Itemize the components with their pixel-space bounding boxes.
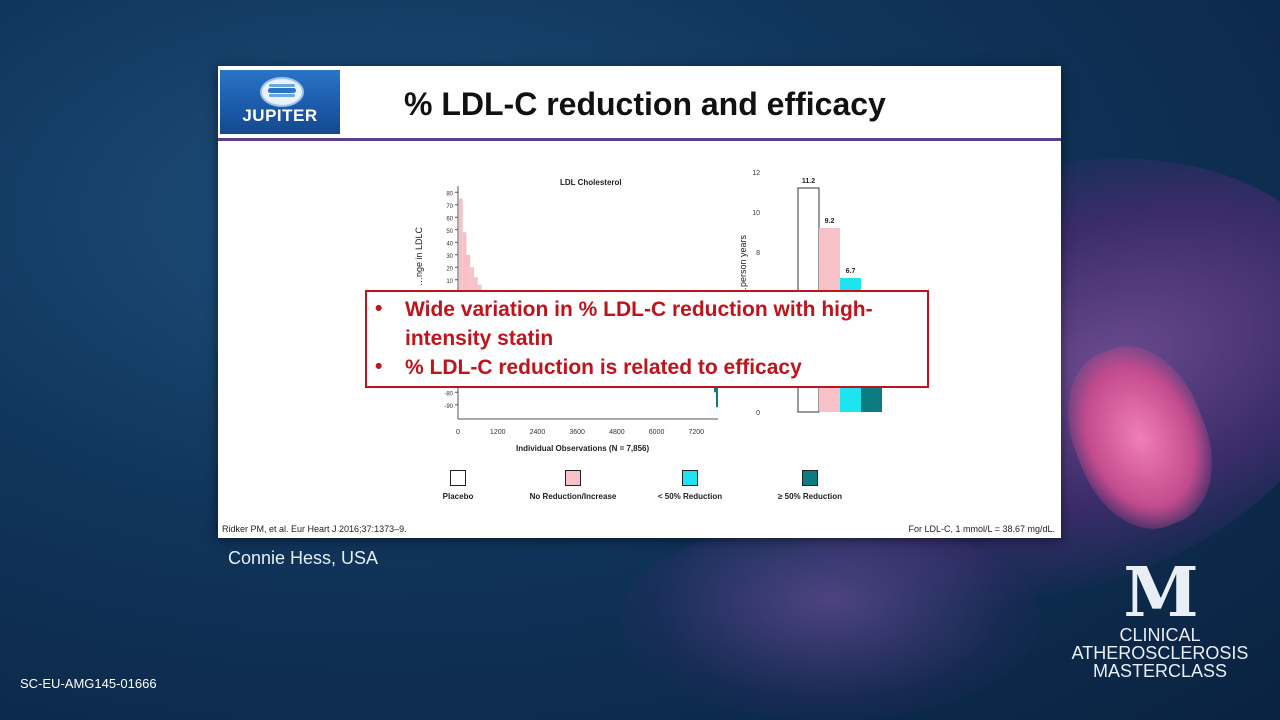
background-cells-art: [620, 520, 1040, 720]
bar-value-label: 9.2: [825, 218, 835, 225]
legend-item-over-50: ≥ 50% Reduction: [765, 470, 855, 501]
brand-mark: M: [1123, 553, 1198, 633]
legend-label: No Reduction/Increase: [529, 492, 617, 501]
brand-line-3: MASTERCLASS: [1092, 661, 1228, 681]
waterfall-bar: [470, 267, 474, 293]
waterfall-bar: [474, 277, 478, 293]
x-tick-label: 2400: [530, 429, 546, 436]
waterfall-bar: [462, 232, 467, 293]
y-tick-label: 20: [446, 266, 453, 272]
legend-item-under-50: < 50% Reduction: [650, 470, 730, 501]
document-code: SC-EU-AMG145-01666: [20, 676, 157, 691]
y-tick-label: 70: [446, 204, 453, 210]
y-tick-label: 60: [446, 216, 453, 222]
waterfall-bar: [459, 198, 463, 293]
legend-label: Placebo: [442, 492, 474, 501]
legend-swatch: [450, 470, 466, 486]
callout-box: • Wide variation in % LDL-C reduction wi…: [365, 290, 929, 388]
slide-title: % LDL-C reduction and efficacy: [404, 86, 886, 122]
legend-label: < 50% Reduction: [657, 492, 723, 501]
legend-swatch: [682, 470, 698, 486]
legend-item-no-reduction: No Reduction/Increase: [523, 470, 623, 501]
brand-line-1: CLINICAL: [1119, 625, 1201, 645]
y-tick-label: 80: [446, 191, 453, 197]
title-divider: [218, 138, 1061, 141]
y-tick-label: -90: [444, 404, 453, 410]
x-tick-label: 3600: [569, 429, 585, 436]
x-tick-label: 7200: [689, 429, 705, 436]
legend-swatch: [565, 470, 581, 486]
x-tick-label: 4800: [609, 429, 625, 436]
waterfall-bar: [466, 254, 471, 293]
y-tick-label: 40: [446, 241, 453, 247]
legend-label: ≥ 50% Reduction: [778, 492, 842, 501]
bar-value-label: 6.7: [846, 268, 856, 275]
x-tick-label: 0: [456, 429, 460, 436]
y-tick-label: -80: [444, 391, 453, 397]
legend-item-placebo: Placebo: [433, 470, 483, 501]
jupiter-emblem-icon: [260, 77, 304, 107]
jupiter-logo: JUPITER: [220, 70, 340, 134]
footnote: For LDL-C, 1 mmol/L = 38.67 mg/dL.: [908, 524, 1055, 534]
y-tick-label: 10: [752, 210, 760, 217]
y-tick-label: 30: [446, 254, 453, 260]
bullet-marker: •: [375, 297, 383, 320]
y-tick-label: 12: [752, 170, 760, 177]
bullet-marker: •: [375, 355, 383, 378]
chart-title: LDL Cholesterol: [560, 178, 622, 187]
callout-bullet-1: Wide variation in % LDL-C reduction with…: [405, 298, 873, 350]
y-tick-label: 50: [446, 229, 453, 235]
x-tick-label: 1200: [490, 429, 506, 436]
presenter-name: Connie Hess, USA: [228, 548, 379, 568]
citation: Ridker PM, et al. Eur Heart J 2016;37:13…: [222, 524, 407, 534]
logo-text: JUPITER: [242, 106, 318, 125]
callout-bullet-2: % LDL-C reduction is related to efficacy: [405, 356, 802, 379]
y-tick-label: 10: [446, 279, 453, 285]
masterclass-logo: M CLINICAL ATHEROSCLEROSIS MASTERCLASS: [1062, 553, 1258, 681]
y-tick-label: 0: [756, 410, 760, 417]
bar-value-label: 11.2: [802, 178, 815, 185]
legend-swatch: [802, 470, 818, 486]
y-tick-label: 8: [756, 250, 760, 257]
waterfall-bar: [477, 284, 482, 293]
left-chart-xlabel: Individual Observations (N = 7,856): [516, 444, 650, 453]
brand-line-2: ATHEROSCLEROSIS: [1071, 643, 1249, 663]
x-tick-label: 6000: [649, 429, 665, 436]
presentation-slide: JUPITER % LDL-C reduction and efficacy L…: [218, 66, 1061, 538]
